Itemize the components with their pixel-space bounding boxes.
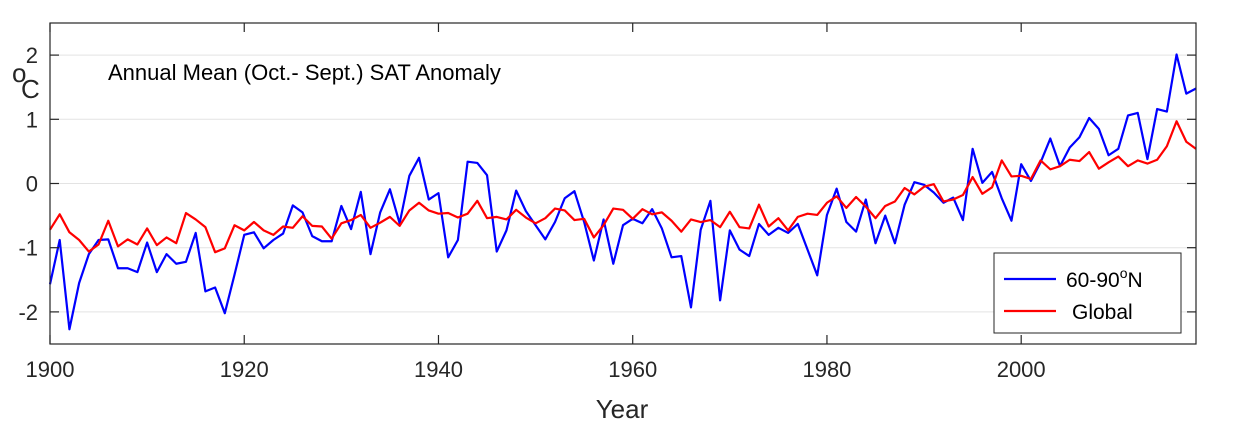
tick-layer: 2 1 0 -1 -2 1900 1920 1940 1960 1980 2000 (18, 23, 1196, 382)
legend-label-global: Global (1072, 301, 1133, 324)
legend-label-60-90n: 60-90oN (1066, 265, 1143, 292)
x-tick-label: 1980 (802, 357, 851, 382)
y-tick-label: 0 (26, 172, 38, 197)
y-tick-label: 2 (26, 43, 38, 68)
x-tick-label: 1940 (414, 357, 463, 382)
x-tick-label: 2000 (997, 357, 1046, 382)
chart-title: Annual Mean (Oct.- Sept.) SAT Anomaly (108, 60, 501, 85)
legend-label-60-90n-suffix: N (1128, 269, 1143, 292)
y-tick-label: 1 (26, 107, 38, 132)
x-tick-label: 1960 (608, 357, 657, 382)
y-axis-unit-degree: o (12, 58, 26, 88)
x-axis-label: Year (596, 394, 649, 424)
legend-label-60-90n-base: 60-90 (1066, 269, 1120, 292)
x-tick-label: 1920 (220, 357, 269, 382)
series-line-global (49, 120, 1197, 254)
legend-label-60-90n-degree: o (1120, 265, 1128, 281)
y-axis-unit: C (21, 74, 40, 104)
y-tick-label: -1 (18, 236, 38, 261)
legend-box (993, 252, 1182, 334)
series-layer (48, 53, 1197, 331)
legend: 60-90oN Global (993, 252, 1182, 334)
series-line-60-90n (48, 53, 1197, 331)
x-tick-label: 1900 (26, 357, 75, 382)
y-tick-label: -2 (18, 300, 38, 325)
